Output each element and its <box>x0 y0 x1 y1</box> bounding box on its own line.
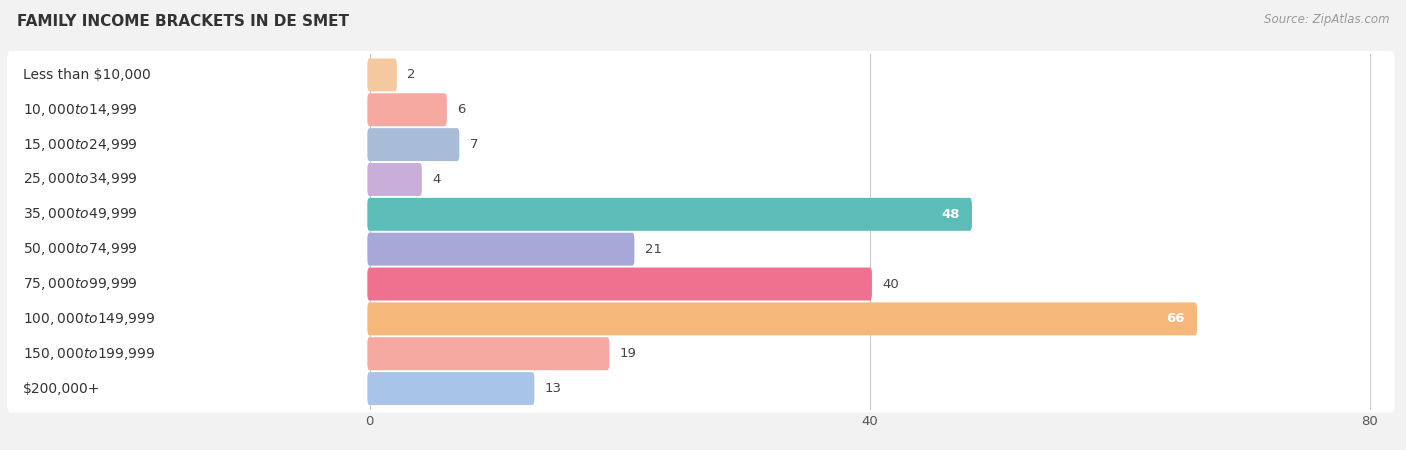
FancyBboxPatch shape <box>7 225 1395 273</box>
FancyBboxPatch shape <box>7 86 1395 134</box>
Text: $10,000 to $14,999: $10,000 to $14,999 <box>24 102 138 118</box>
FancyBboxPatch shape <box>7 260 1395 308</box>
Text: $75,000 to $99,999: $75,000 to $99,999 <box>24 276 138 292</box>
Text: 13: 13 <box>544 382 561 395</box>
Text: $50,000 to $74,999: $50,000 to $74,999 <box>24 241 138 257</box>
Text: FAMILY INCOME BRACKETS IN DE SMET: FAMILY INCOME BRACKETS IN DE SMET <box>17 14 349 28</box>
FancyBboxPatch shape <box>367 233 634 266</box>
FancyBboxPatch shape <box>7 190 1395 238</box>
Text: $100,000 to $149,999: $100,000 to $149,999 <box>24 311 156 327</box>
FancyBboxPatch shape <box>7 330 1395 378</box>
Text: 48: 48 <box>941 208 960 221</box>
Text: Source: ZipAtlas.com: Source: ZipAtlas.com <box>1264 14 1389 27</box>
Text: $15,000 to $24,999: $15,000 to $24,999 <box>24 137 138 153</box>
Text: $150,000 to $199,999: $150,000 to $199,999 <box>24 346 156 362</box>
Text: 4: 4 <box>432 173 440 186</box>
FancyBboxPatch shape <box>367 58 396 91</box>
FancyBboxPatch shape <box>7 155 1395 203</box>
Text: 40: 40 <box>882 278 898 291</box>
FancyBboxPatch shape <box>367 372 534 405</box>
Text: 2: 2 <box>408 68 416 81</box>
Text: 21: 21 <box>644 243 662 256</box>
Text: 66: 66 <box>1166 312 1185 325</box>
FancyBboxPatch shape <box>367 268 872 301</box>
FancyBboxPatch shape <box>367 337 609 370</box>
FancyBboxPatch shape <box>367 93 447 126</box>
Text: 7: 7 <box>470 138 478 151</box>
FancyBboxPatch shape <box>7 295 1395 343</box>
FancyBboxPatch shape <box>367 163 422 196</box>
Text: 19: 19 <box>620 347 637 360</box>
Text: Less than $10,000: Less than $10,000 <box>24 68 150 82</box>
FancyBboxPatch shape <box>7 51 1395 99</box>
Text: 6: 6 <box>457 103 465 116</box>
FancyBboxPatch shape <box>367 302 1197 335</box>
FancyBboxPatch shape <box>7 121 1395 169</box>
FancyBboxPatch shape <box>367 128 460 161</box>
FancyBboxPatch shape <box>367 198 972 231</box>
FancyBboxPatch shape <box>7 364 1395 413</box>
Text: $200,000+: $200,000+ <box>24 382 101 396</box>
Text: $25,000 to $34,999: $25,000 to $34,999 <box>24 171 138 188</box>
Text: $35,000 to $49,999: $35,000 to $49,999 <box>24 206 138 222</box>
